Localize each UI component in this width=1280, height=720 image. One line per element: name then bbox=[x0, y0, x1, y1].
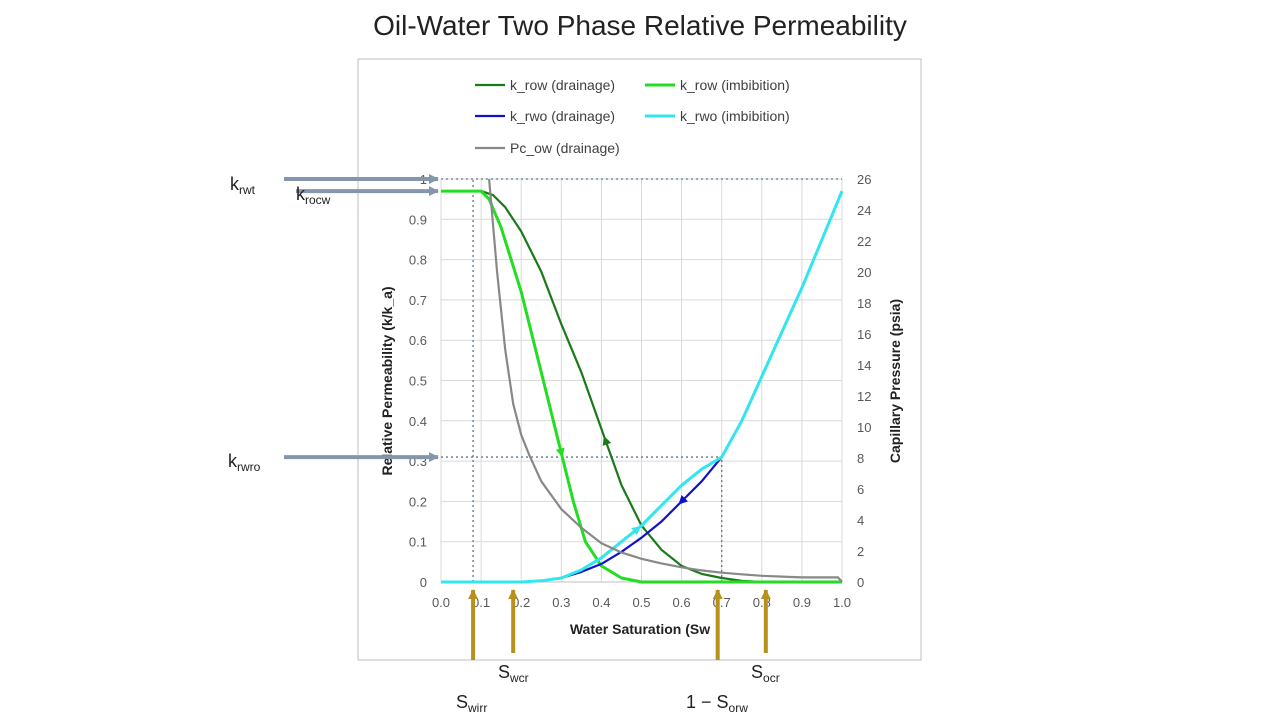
series-line-0 bbox=[441, 190, 842, 584]
x-tick-label: 0.7 bbox=[713, 595, 731, 610]
y-left-tick-label: 0 bbox=[420, 575, 427, 590]
annotation-label-rocw: krocw bbox=[296, 184, 331, 207]
series-line-3 bbox=[441, 190, 844, 584]
series-lines bbox=[441, 178, 844, 584]
y-right-tick-label: 10 bbox=[857, 420, 871, 435]
series-line-4 bbox=[488, 178, 843, 583]
y-left-tick-label: 0.1 bbox=[409, 535, 427, 550]
x-axis-label: Water Saturation (Sw bbox=[570, 621, 710, 637]
legend-label-3: k_rwo (imbibition) bbox=[680, 108, 790, 124]
reference-lines bbox=[441, 178, 842, 582]
y-right-tick-label: 20 bbox=[857, 265, 871, 280]
y-right-tick-label: 12 bbox=[857, 389, 871, 404]
y-right-tick-label: 16 bbox=[857, 327, 871, 342]
y-left-tick-label: 0.2 bbox=[409, 494, 427, 509]
grid bbox=[440, 178, 843, 583]
y-right-tick-label: 0 bbox=[857, 575, 864, 590]
tick-labels: 0.0 0.1 0.2 0.3 0.4 0.5 0.6 0.7 0.8 0.9 1.000.10.2… bbox=[409, 172, 872, 610]
y-left-tick-label: 0.7 bbox=[409, 293, 427, 308]
y-right-tick-label: 22 bbox=[857, 234, 871, 249]
y-left-tick-label: 0.8 bbox=[409, 253, 427, 268]
legend: k_row (drainage) k_row (imbibition) k_rwo … bbox=[475, 77, 790, 156]
y-right-tick-label: 14 bbox=[857, 358, 871, 373]
y-left-tick-label: 0.9 bbox=[409, 212, 427, 227]
y-right-tick-label: 4 bbox=[857, 513, 864, 528]
y-left-tick-label: 0.5 bbox=[409, 374, 427, 389]
legend-label-2: k_rwo (drainage) bbox=[510, 108, 615, 124]
y-right-axis-label: Capillary Pressure (psia) bbox=[887, 299, 903, 463]
series-line-1 bbox=[441, 189, 842, 584]
x-tick-label: 0.9 bbox=[793, 595, 811, 610]
y-left-axis-label: Relative Permeability (k/k_a) bbox=[379, 286, 395, 475]
x-tick-label: 0.8 bbox=[753, 595, 771, 610]
axis-labels: Water Saturation (Sw Relative Permeabilit… bbox=[379, 286, 903, 637]
x-tick-label: 0.0 bbox=[432, 595, 450, 610]
x-tick-label: 0.6 bbox=[673, 595, 691, 610]
series-arrow-3 bbox=[631, 525, 641, 536]
x-tick-label: 0.5 bbox=[632, 595, 650, 610]
annotation-label-ocr: Socr bbox=[751, 662, 780, 685]
y-right-tick-label: 26 bbox=[857, 172, 871, 187]
annotation-label-rwro: krwro bbox=[228, 451, 261, 474]
chart-title: Oil-Water Two Phase Relative Permeabilit… bbox=[373, 10, 907, 41]
y-right-tick-label: 8 bbox=[857, 451, 864, 466]
legend-label-1: k_row (imbibition) bbox=[680, 77, 790, 93]
y-right-tick-label: 18 bbox=[857, 296, 871, 311]
legend-label-0: k_row (drainage) bbox=[510, 77, 615, 93]
y-left-tick-label: 0.6 bbox=[409, 333, 427, 348]
annotation-label-wirr: Swirr bbox=[456, 692, 487, 715]
series-arrow-1 bbox=[555, 447, 565, 458]
x-tick-label: 1.0 bbox=[833, 595, 851, 610]
y-right-tick-label: 24 bbox=[857, 203, 871, 218]
y-right-tick-label: 6 bbox=[857, 482, 864, 497]
x-tick-label: 0.3 bbox=[552, 595, 570, 610]
chart-frame bbox=[357, 58, 922, 661]
legend-label-4: Pc_ow (drainage) bbox=[510, 140, 620, 156]
y-right-tick-label: 2 bbox=[857, 544, 864, 559]
annotation-label-orw: 1 − Sorw bbox=[686, 692, 748, 715]
series-arrow-2 bbox=[678, 495, 688, 505]
annotation-label-wcr: Swcr bbox=[498, 662, 529, 685]
x-tick-label: 0.4 bbox=[592, 595, 610, 610]
series-arrow-0 bbox=[602, 435, 612, 446]
annotation-label-rwt: krwt bbox=[230, 174, 256, 197]
y-left-tick-label: 0.4 bbox=[409, 414, 427, 429]
